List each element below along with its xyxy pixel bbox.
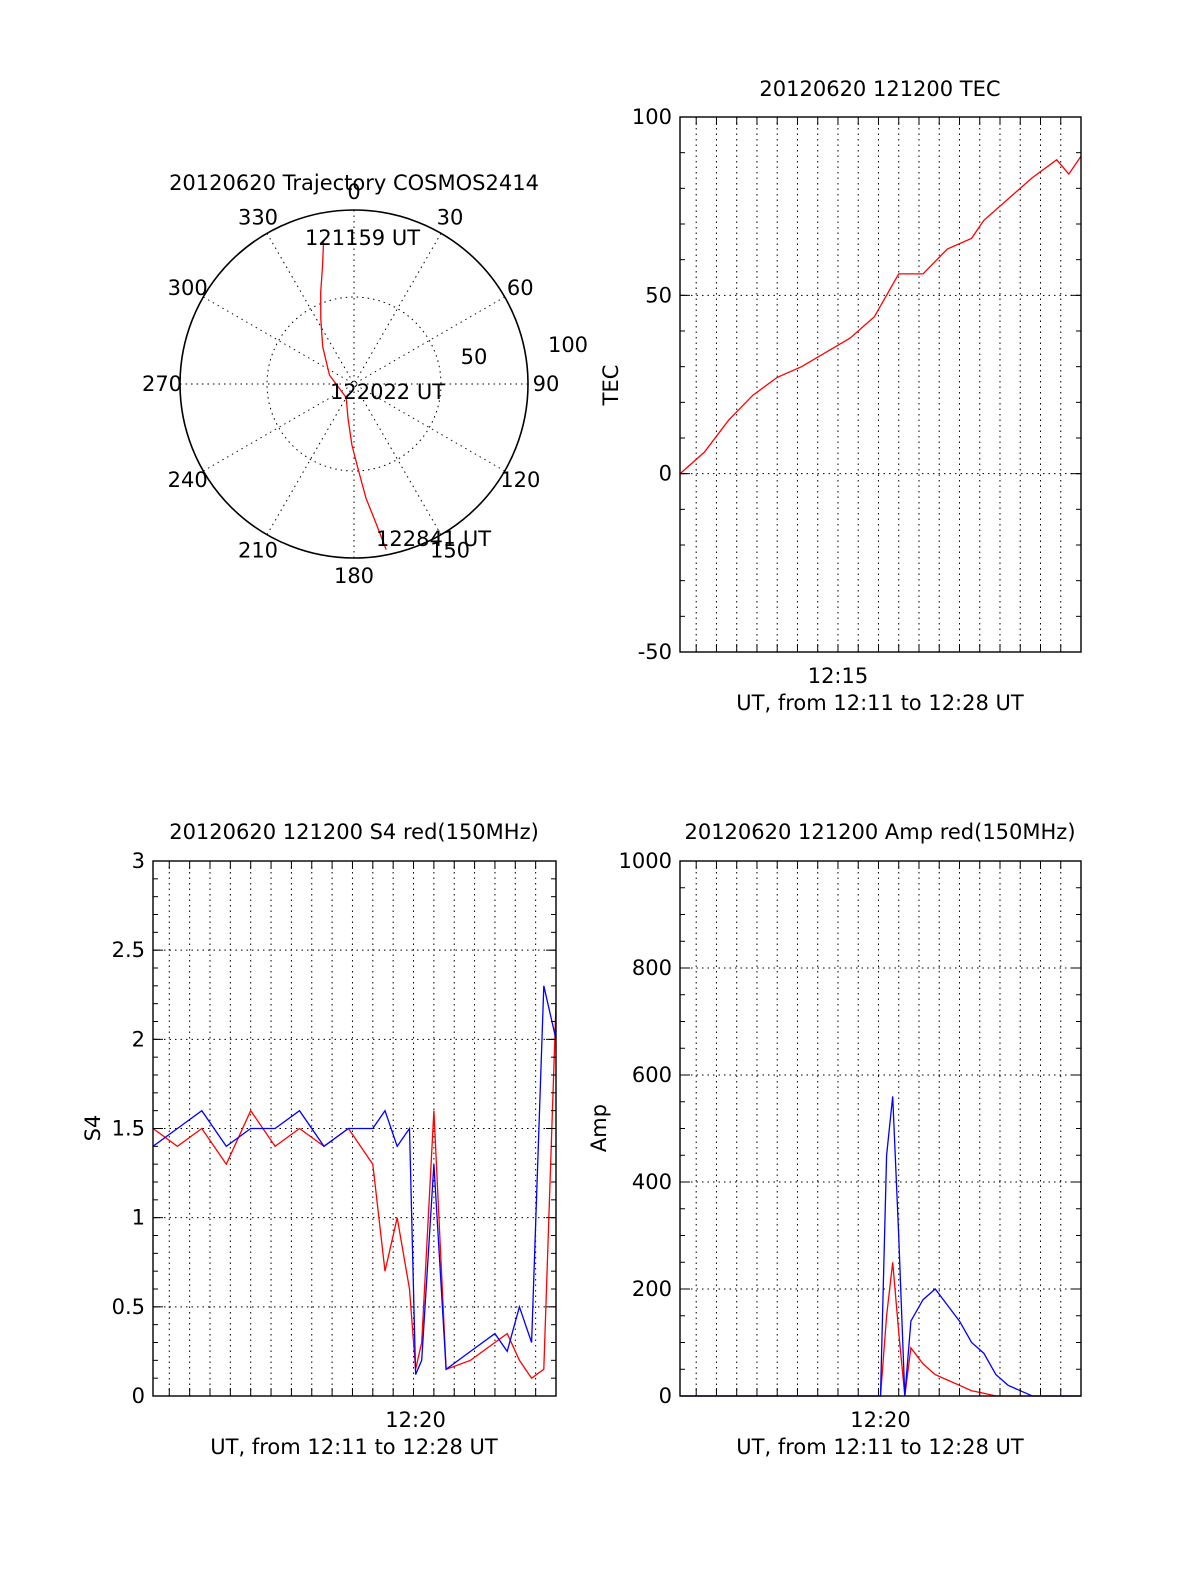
s4-ytick-label: 1.5: [112, 1117, 145, 1141]
s4-xtick-label: 12:20: [385, 1408, 446, 1432]
amp-xlabel: UT, from 12:11 to 12:28 UT: [736, 1435, 1024, 1459]
trajectory-title: 20120620 Trajectory COSMOS2414: [169, 171, 539, 195]
tec-y-axis: -50 0 50 100: [632, 105, 1081, 664]
tec-title: 20120620 121200 TEC: [759, 77, 1000, 101]
s4-ytick-label: 0: [132, 1384, 145, 1408]
polar-az-label-330: 330: [238, 206, 278, 230]
trajectory-panel: 20120620 Trajectory COSMOS2414 0 30 60 90 12…: [142, 171, 588, 588]
tec-ytick-label: 0: [659, 462, 672, 486]
polar-az-label-30: 30: [437, 206, 464, 230]
polar-az-label-240: 240: [168, 468, 208, 492]
s4-ytick-label: 2: [132, 1027, 145, 1051]
polar-az-label-90: 90: [533, 372, 560, 396]
amp-title: 20120620 121200 Amp red(150MHz): [684, 820, 1075, 844]
s4-xlabel: UT, from 12:11 to 12:28 UT: [210, 1435, 498, 1459]
trajectory-end-label: 122841 UT: [376, 527, 491, 551]
trajectory-track: [320, 240, 387, 550]
s4-ylabel: S4: [81, 1115, 105, 1142]
s4-ytick-label: 1: [132, 1206, 145, 1230]
polar-az-label-180: 180: [334, 564, 374, 588]
s4-grid: [153, 861, 556, 1396]
amp-ytick-label: 800: [632, 956, 672, 980]
tec-grid: [680, 117, 1081, 652]
tec-plot-frame: [679, 116, 1082, 653]
polar-az-label-60: 60: [507, 276, 534, 300]
amp-ytick-label: 200: [632, 1277, 672, 1301]
tec-ylabel: TEC: [599, 365, 623, 407]
tec-ytick-label: 100: [632, 105, 672, 129]
polar-az-label-270: 270: [142, 372, 182, 396]
s4-red-series-line: [152, 1003, 557, 1380]
amp-ytick-label: 400: [632, 1170, 672, 1194]
polar-az-label-120: 120: [500, 468, 540, 492]
tec-xtick-label: 12:15: [808, 664, 869, 688]
tec-ytick-label: -50: [638, 640, 672, 664]
s4-ytick-label: 0.5: [112, 1295, 145, 1319]
tec-ytick-label: 50: [645, 283, 672, 307]
amp-ytick-label: 600: [632, 1063, 672, 1087]
s4-blue-series-line: [152, 985, 557, 1375]
polar-az-label-0: 0: [347, 180, 360, 204]
amp-plot-frame: [679, 860, 1082, 1397]
s4-x-axis: 12:20: [168, 861, 537, 1432]
amp-ytick-label: 0: [659, 1384, 672, 1408]
amp-blue-series-line: [680, 1096, 1081, 1397]
amp-ytick-label: 1000: [619, 849, 672, 873]
s4-title: 20120620 121200 S4 red(150MHz): [169, 820, 539, 844]
s4-y-axis: 0 0.5 1 1.5 2 2.5 3: [112, 849, 556, 1408]
trajectory-mid-label: 122022 UT: [330, 380, 445, 404]
s4-panel: 20120620 121200 S4 red(150MHz) 0 0.5 1 1.5 2…: [81, 820, 557, 1459]
polar-az-label-150: 150: [430, 538, 470, 562]
s4-ytick-label: 3: [132, 849, 145, 873]
amp-grid: [680, 861, 1081, 1396]
polar-ring-label-100: 100: [548, 333, 588, 357]
amp-panel: 20120620 121200 Amp red(150MHz) 0 200 400 6…: [587, 820, 1082, 1459]
polar-inner-ring: [266, 296, 442, 472]
trajectory-start-label: 121159 UT: [305, 226, 420, 250]
polar-azimuth-labels: 0 30 60 90 120 150 180 210 240 270 300 330: [142, 180, 559, 588]
tec-xlabel: UT, from 12:11 to 12:28 UT: [736, 691, 1024, 715]
polar-az-label-210: 210: [238, 538, 278, 562]
tec-x-axis: 12:15: [695, 117, 1062, 688]
polar-az-label-300: 300: [168, 276, 208, 300]
amp-ylabel: Amp: [587, 1104, 611, 1152]
amp-x-axis: 12:20: [695, 861, 1062, 1432]
amp-red-series-line: [680, 1262, 1081, 1397]
amp-xtick-label: 12:20: [850, 1408, 911, 1432]
tec-series-line: [679, 155, 1082, 475]
amp-y-axis: 0 200 400 600 800 1000: [619, 849, 1081, 1408]
polar-ring-label-50: 50: [461, 345, 488, 369]
s4-ytick-label: 2.5: [112, 938, 145, 962]
